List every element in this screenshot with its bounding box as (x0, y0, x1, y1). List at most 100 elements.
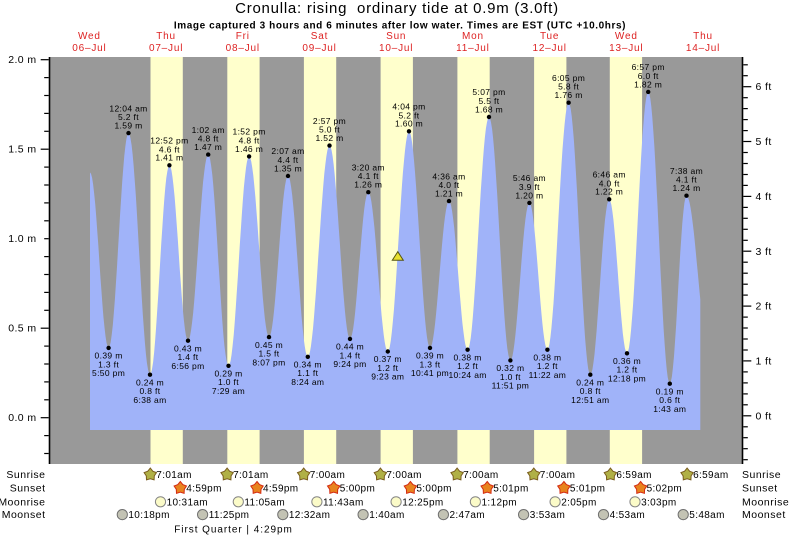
svg-text:6:38 am: 6:38 am (133, 395, 166, 405)
svg-text:1.59 m: 1.59 m (114, 121, 142, 131)
svg-text:Moonrise: Moonrise (742, 496, 789, 508)
svg-text:1.2 ft: 1.2 ft (537, 361, 558, 371)
svg-text:5:07 pm: 5:07 pm (472, 87, 505, 97)
svg-text:8:07 pm: 8:07 pm (252, 357, 285, 367)
svg-text:4.8 ft: 4.8 ft (239, 135, 260, 145)
svg-text:2:07 am: 2:07 am (271, 146, 304, 156)
svg-text:4.4 ft: 4.4 ft (277, 155, 298, 165)
svg-text:1.82 m: 1.82 m (634, 79, 662, 89)
svg-text:1:40am: 1:40am (369, 510, 404, 521)
svg-text:1.5 m: 1.5 m (8, 144, 36, 156)
svg-text:11:43am: 11:43am (323, 497, 364, 508)
svg-text:12:51 am: 12:51 am (571, 395, 609, 405)
svg-text:12–Jul: 12–Jul (532, 43, 566, 54)
svg-text:1.76 m: 1.76 m (555, 90, 583, 100)
svg-text:0.45 m: 0.45 m (255, 340, 283, 350)
svg-text:4.8 ft: 4.8 ft (198, 134, 219, 144)
svg-text:3 ft: 3 ft (756, 246, 772, 258)
svg-text:5.2 ft: 5.2 ft (398, 110, 419, 120)
svg-text:5.5 ft: 5.5 ft (478, 96, 499, 106)
svg-text:10:41 pm: 10:41 pm (411, 368, 449, 378)
svg-text:9:24 pm: 9:24 pm (333, 359, 366, 369)
svg-text:4.0 ft: 4.0 ft (438, 180, 459, 190)
svg-text:10:18pm: 10:18pm (128, 510, 169, 521)
svg-text:2 ft: 2 ft (756, 301, 772, 313)
svg-text:1.52 m: 1.52 m (315, 133, 343, 143)
svg-text:09–Jul: 09–Jul (302, 43, 336, 54)
svg-text:6:05 pm: 6:05 pm (552, 73, 585, 83)
svg-text:9:23 am: 9:23 am (371, 372, 404, 382)
svg-text:4:04 pm: 4:04 pm (392, 102, 425, 112)
svg-text:7:01am: 7:01am (156, 470, 191, 481)
svg-text:0.29 m: 0.29 m (214, 368, 242, 378)
svg-text:1:02 am: 1:02 am (192, 125, 225, 135)
svg-text:Mon: Mon (462, 31, 484, 42)
svg-text:3:20 am: 3:20 am (352, 162, 385, 172)
svg-text:7:38 am: 7:38 am (670, 166, 703, 176)
svg-text:7:29 am: 7:29 am (212, 386, 245, 396)
svg-text:12:32am: 12:32am (289, 510, 330, 521)
svg-text:0.8 ft: 0.8 ft (580, 386, 601, 396)
svg-text:4.0 ft: 4.0 ft (599, 178, 620, 188)
svg-text:11:05am: 11:05am (244, 497, 285, 508)
svg-text:5:02pm: 5:02pm (647, 484, 682, 495)
svg-text:12:18 pm: 12:18 pm (608, 374, 646, 384)
svg-text:5 ft: 5 ft (756, 136, 772, 148)
svg-text:12:04 am: 12:04 am (109, 103, 147, 113)
svg-text:6:59am: 6:59am (693, 470, 728, 481)
svg-text:Moonset: Moonset (2, 509, 46, 521)
svg-text:10–Jul: 10–Jul (379, 43, 413, 54)
svg-text:2.0 m: 2.0 m (8, 54, 36, 66)
svg-text:5.0 ft: 5.0 ft (319, 125, 340, 135)
svg-text:Sunset: Sunset (742, 483, 778, 495)
svg-text:7:00am: 7:00am (310, 470, 345, 481)
svg-text:5.8 ft: 5.8 ft (558, 82, 579, 92)
svg-text:Thu: Thu (693, 31, 713, 42)
svg-text:1.3 ft: 1.3 ft (98, 359, 119, 369)
svg-text:Sunset: Sunset (10, 483, 46, 495)
svg-text:0.34 m: 0.34 m (294, 359, 322, 369)
svg-text:2:05pm: 2:05pm (561, 497, 596, 508)
svg-text:0.24 m: 0.24 m (576, 377, 604, 387)
svg-text:0.38 m: 0.38 m (454, 352, 482, 362)
svg-text:Sat: Sat (311, 31, 328, 42)
svg-text:14–Jul: 14–Jul (686, 43, 720, 54)
svg-text:1.4 ft: 1.4 ft (177, 352, 198, 362)
svg-text:08–Jul: 08–Jul (226, 43, 260, 54)
svg-text:Moonset: Moonset (742, 509, 786, 521)
svg-text:5.2 ft: 5.2 ft (118, 112, 139, 122)
svg-text:1.20 m: 1.20 m (515, 190, 543, 200)
svg-text:8:24 am: 8:24 am (291, 377, 324, 387)
svg-text:Image captured 3 hours and 6 m: Image captured 3 hours and 6 minutes aft… (174, 21, 626, 32)
svg-text:06–Jul: 06–Jul (72, 43, 106, 54)
svg-text:6.0 ft: 6.0 ft (638, 71, 659, 81)
svg-text:0.19 m: 0.19 m (656, 386, 684, 396)
svg-text:11:22 am: 11:22 am (529, 370, 567, 380)
svg-text:5:01pm: 5:01pm (493, 484, 528, 495)
svg-text:1.68 m: 1.68 m (475, 104, 503, 114)
svg-text:1.46 m: 1.46 m (235, 144, 263, 154)
svg-text:11–Jul: 11–Jul (456, 43, 490, 54)
svg-text:0.0 m: 0.0 m (8, 412, 36, 424)
svg-text:0 ft: 0 ft (756, 410, 772, 422)
svg-text:10:24 am: 10:24 am (448, 370, 486, 380)
svg-text:13–Jul: 13–Jul (609, 43, 643, 54)
svg-text:1.22 m: 1.22 m (595, 187, 623, 197)
svg-text:0.38 m: 0.38 m (533, 352, 561, 362)
svg-text:12:25pm: 12:25pm (402, 497, 443, 508)
svg-text:1.41 m: 1.41 m (155, 153, 183, 163)
svg-text:4.1 ft: 4.1 ft (358, 171, 379, 181)
svg-text:Sun: Sun (386, 31, 406, 42)
svg-text:4:53am: 4:53am (610, 510, 645, 521)
svg-text:Wed: Wed (78, 31, 101, 42)
svg-text:2:57 pm: 2:57 pm (313, 116, 346, 126)
svg-text:1:12pm: 1:12pm (482, 497, 517, 508)
svg-text:5:00pm: 5:00pm (416, 484, 451, 495)
svg-text:1.5 ft: 1.5 ft (258, 349, 279, 359)
svg-text:4 ft: 4 ft (756, 191, 772, 203)
svg-text:First Quarter | 4:29pm: First Quarter | 4:29pm (174, 525, 293, 536)
svg-text:7:01am: 7:01am (233, 470, 268, 481)
svg-text:1.21 m: 1.21 m (435, 189, 463, 199)
svg-text:1.2 ft: 1.2 ft (377, 363, 398, 373)
svg-text:Thu: Thu (156, 31, 176, 42)
